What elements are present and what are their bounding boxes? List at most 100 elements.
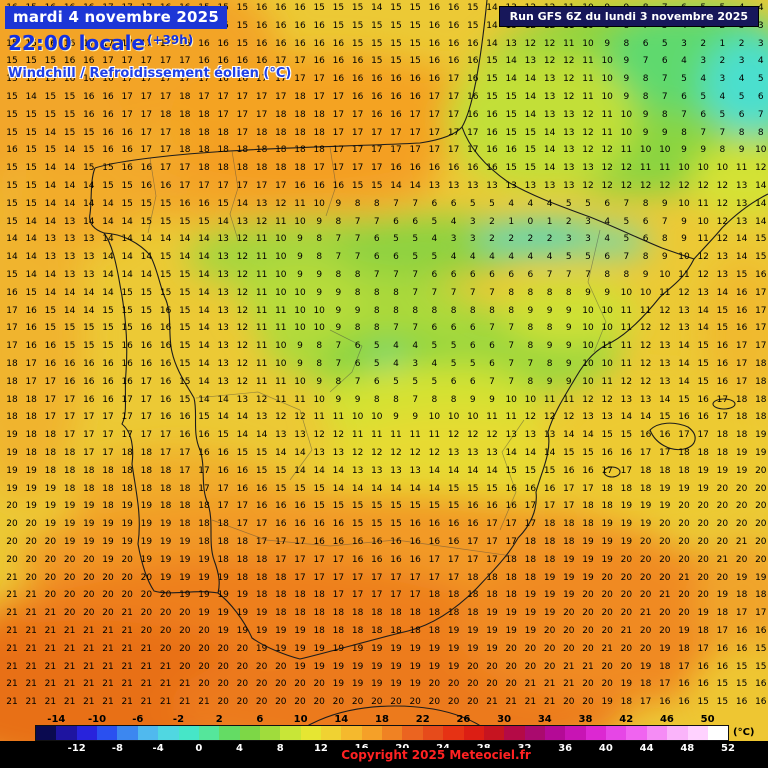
grid-value: 13 — [217, 287, 229, 298]
grid-value: 16 — [447, 163, 460, 174]
grid-value: 15 — [351, 3, 364, 13]
grid-value: 16 — [44, 341, 57, 352]
grid-value: 20 — [716, 519, 729, 530]
grid-value: 6 — [412, 216, 419, 227]
grid-value: 11 — [255, 323, 268, 334]
grid-value: 19 — [601, 554, 613, 565]
grid-value: 21 — [25, 697, 37, 708]
grid-value: 17 — [121, 412, 133, 423]
grid-value: 14 — [63, 163, 76, 174]
grid-value: 16 — [198, 198, 210, 209]
grid-value: 15 — [409, 501, 421, 512]
grid-value: 15 — [83, 163, 95, 174]
grid-value: 19 — [236, 626, 249, 636]
grid-value: 2 — [719, 56, 726, 67]
grid-value: 6 — [661, 56, 668, 67]
grid-value: 20 — [524, 661, 537, 672]
grid-value: 5 — [393, 376, 399, 387]
grid-value: 15 — [6, 38, 18, 49]
grid-value: 15 — [159, 270, 172, 280]
grid-value: 20 — [179, 661, 191, 672]
grid-value: 16 — [179, 38, 191, 49]
grid-value: 12 — [332, 430, 345, 441]
grid-value: 12 — [467, 430, 479, 441]
grid-value: 5 — [412, 234, 419, 245]
grid-value: 18 — [428, 608, 441, 619]
grid-value: 19 — [582, 537, 594, 547]
grid-value: 19 — [332, 643, 345, 654]
grid-value: 9 — [681, 234, 687, 245]
grid-value: 15 — [179, 394, 191, 405]
grid-value: 6 — [642, 234, 649, 245]
grid-value: 13 — [735, 198, 748, 209]
grid-value: 14 — [332, 483, 345, 494]
grid-value: 10 — [294, 323, 306, 334]
grid-value: 18 — [601, 501, 613, 512]
grid-value: 19 — [140, 554, 153, 565]
grid-value: 13 — [371, 465, 383, 476]
grid-value: 3 — [469, 234, 476, 245]
grid-value: 15 — [524, 465, 537, 476]
grid-value: 7 — [719, 127, 726, 138]
grid-value: 3 — [450, 234, 457, 245]
grid-value: 9 — [393, 412, 399, 423]
grid-value: 8 — [316, 252, 323, 263]
grid-value: 13 — [332, 448, 345, 458]
grid-value: 20 — [83, 590, 95, 601]
grid-value: 17 — [351, 145, 364, 156]
grid-value: 17 — [140, 376, 153, 387]
grid-value: 17 — [332, 92, 345, 102]
grid-value: 19 — [140, 537, 153, 547]
grid-value: 5 — [469, 359, 476, 369]
grid-value: 4 — [508, 198, 515, 209]
grid-value: 18 — [25, 394, 37, 405]
grid-value: 16 — [63, 359, 76, 369]
grid-value: 17 — [6, 305, 18, 316]
grid-value: 10 — [294, 376, 306, 387]
grid-value: 14 — [467, 465, 479, 476]
grid-value: 13 — [524, 430, 537, 441]
grid-value: 16 — [83, 92, 95, 102]
grid-value: 16 — [428, 519, 441, 530]
grid-value: 16 — [659, 430, 671, 441]
grid-value: 9 — [316, 287, 323, 298]
scale-segment — [443, 726, 464, 740]
grid-value: 5 — [431, 376, 438, 387]
grid-value: 18 — [659, 465, 671, 476]
grid-value: 11 — [351, 430, 364, 441]
grid-value: 17 — [755, 323, 767, 334]
grid-value: 11 — [697, 234, 709, 245]
grid-value: 18 — [735, 590, 748, 601]
grid-value: 18 — [236, 572, 249, 583]
grid-value: 18 — [217, 163, 229, 174]
grid-value: 21 — [140, 661, 153, 672]
grid-value: 18 — [351, 626, 364, 636]
grid-value: 14 — [83, 198, 95, 209]
scale-segment — [687, 726, 708, 740]
grid-value: 21 — [44, 608, 57, 619]
grid-value: 9 — [354, 394, 361, 405]
grid-value: 11 — [659, 163, 671, 174]
grid-value: 11 — [428, 430, 441, 441]
grid-value: 18 — [236, 537, 249, 547]
grid-value: 16 — [255, 483, 268, 494]
grid-value: 7 — [393, 270, 399, 280]
grid-value: 12 — [697, 270, 709, 280]
grid-value: 15 — [63, 109, 76, 120]
grid-value: 17 — [447, 554, 460, 565]
grid-value: 13 — [563, 163, 575, 174]
grid-value: 15 — [44, 109, 57, 120]
grid-value: 19 — [563, 572, 575, 583]
grid-value: 12 — [524, 412, 537, 423]
grid-value: 16 — [236, 483, 249, 494]
grid-value: 20 — [102, 590, 114, 601]
grid-value: 7 — [681, 109, 687, 120]
grid-value: 7 — [661, 92, 668, 102]
grid-value: 15 — [6, 270, 18, 280]
grid-value: 19 — [505, 608, 517, 619]
grid-value: 14 — [678, 359, 690, 369]
grid-value: 4 — [431, 234, 438, 245]
grid-value: 20 — [217, 661, 229, 672]
scale-tick-label: 14 — [334, 714, 349, 725]
grid-value: 16 — [582, 465, 594, 476]
